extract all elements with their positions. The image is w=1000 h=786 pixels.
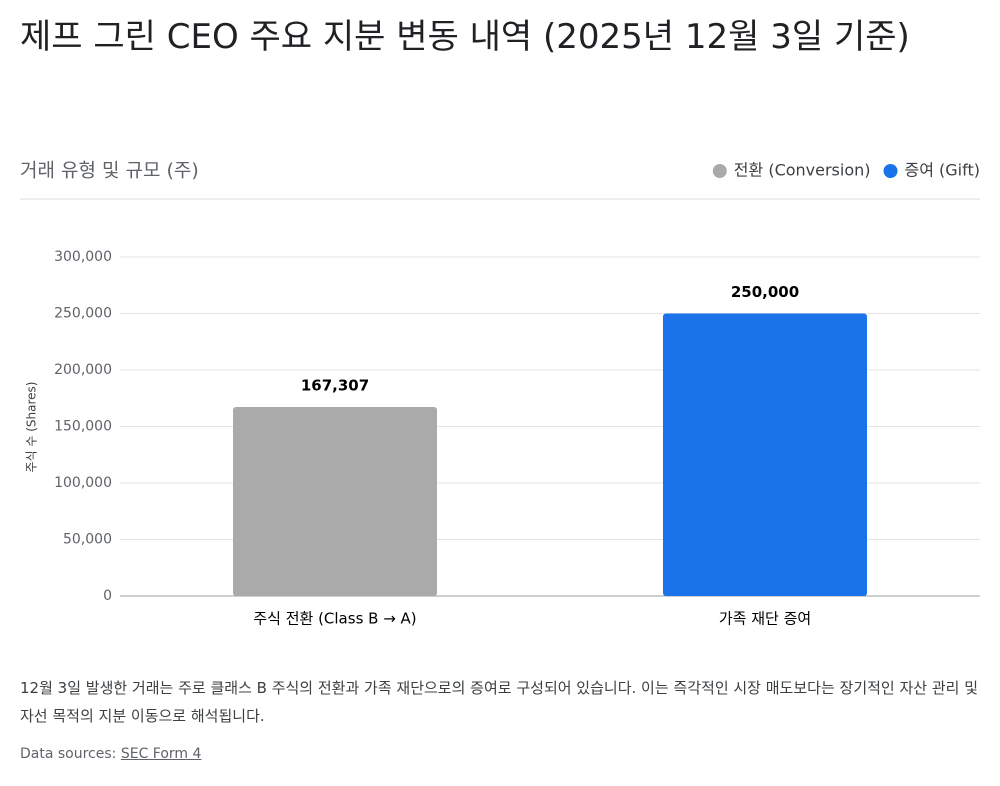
bar [663, 313, 867, 596]
legend-swatch [883, 164, 898, 178]
y-tick-label: 50,000 [63, 532, 112, 548]
y-tick-label: 0 [103, 588, 112, 604]
y-tick-label: 200,000 [54, 362, 112, 378]
source-label: Data sources: [20, 746, 117, 762]
y-tick-label: 300,000 [54, 249, 112, 265]
value-label: 167,307 [301, 376, 369, 394]
value-label: 250,000 [731, 283, 799, 301]
y-tick-label: 100,000 [54, 475, 112, 491]
y-tick-label: 150,000 [54, 419, 112, 435]
y-axis-label: 주식 수 (Shares) [25, 382, 39, 473]
y-tick-label: 250,000 [54, 306, 112, 322]
legend-label: 증여 (Gift) [905, 161, 980, 180]
x-tick-label: 주식 전환 (Class B → A) [253, 610, 416, 628]
source-link[interactable]: SEC Form 4 [120, 746, 202, 762]
x-tick-label: 가족 재단 증여 [719, 610, 811, 628]
chart-subtitle: 거래 유형 및 규모 (주) [20, 160, 199, 182]
legend-label: 전환 (Conversion) [734, 161, 871, 180]
legend-swatch [712, 164, 727, 178]
source: Data sources: SEC Form 4 [20, 746, 201, 762]
bar [233, 406, 437, 596]
chart-title: 제프 그린 CEO 주요 지분 변동 내역 (2025년 12월 3일 기준) [20, 17, 910, 57]
description: 12월 3일 발생한 거래는 주로 클래스 B 주식의 전환과 가족 재단으로의… [20, 679, 979, 725]
